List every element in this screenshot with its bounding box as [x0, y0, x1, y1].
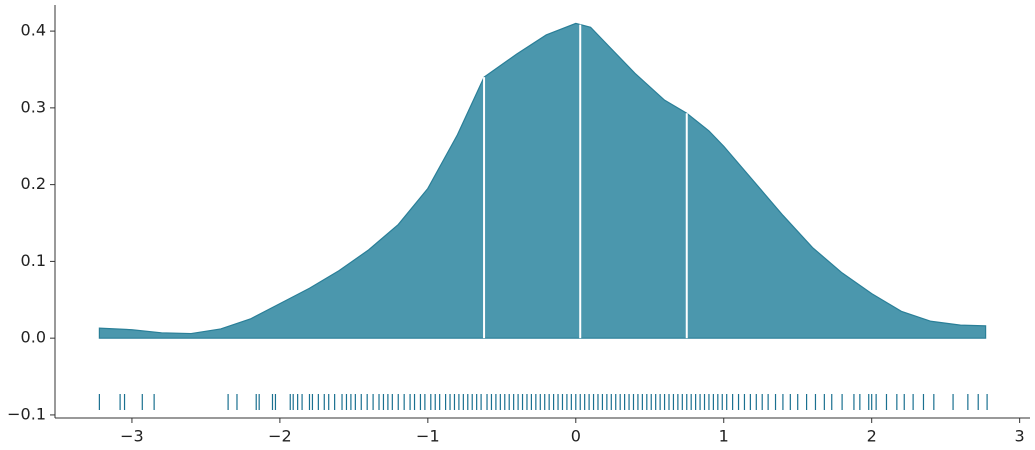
y-tick-label: −0.1	[7, 404, 46, 423]
y-tick-label: 0.3	[21, 97, 46, 116]
x-tick-label: −1	[416, 427, 440, 446]
x-tick-label: 0	[571, 427, 581, 446]
x-tick-label: −2	[268, 427, 292, 446]
y-tick-label: 0.0	[21, 328, 46, 347]
y-tick-label: 0.1	[21, 251, 46, 270]
y-tick-label: 0.4	[21, 21, 46, 40]
x-tick-label: 3	[1015, 427, 1025, 446]
density-area	[98, 22, 987, 339]
x-tick-label: 2	[867, 427, 877, 446]
x-tick-label: −3	[120, 427, 144, 446]
x-tick-label: 1	[719, 427, 729, 446]
y-tick-label: 0.2	[21, 174, 46, 193]
